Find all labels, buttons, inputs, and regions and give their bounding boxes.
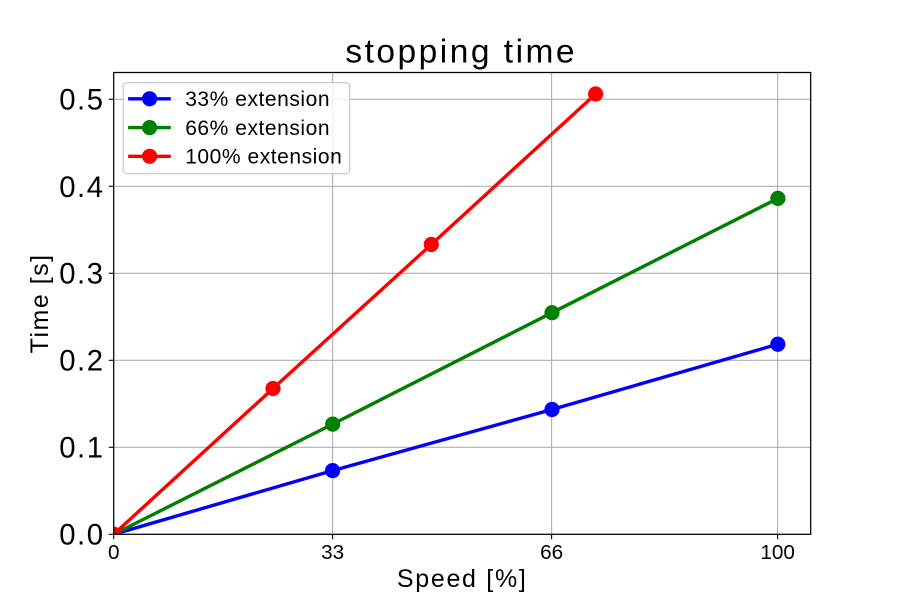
svg-text:0.5: 0.5 [59,84,104,117]
svg-text:0.4: 0.4 [59,171,104,204]
svg-text:0.3: 0.3 [59,258,104,291]
svg-text:100% extension: 100% extension [185,146,342,169]
svg-text:33: 33 [321,541,344,564]
svg-text:66% extension: 66% extension [185,117,330,140]
svg-text:0: 0 [108,541,120,564]
svg-text:0.0: 0.0 [59,519,104,552]
svg-text:100: 100 [760,541,795,564]
svg-text:stopping time: stopping time [345,33,577,70]
svg-text:66: 66 [540,541,563,564]
svg-text:33% extension: 33% extension [185,88,330,111]
svg-text:0.1: 0.1 [59,432,104,465]
svg-text:Time [s]: Time [s] [26,253,54,353]
svg-text:0.2: 0.2 [59,345,104,378]
svg-text:Speed [%]: Speed [%] [397,565,528,593]
